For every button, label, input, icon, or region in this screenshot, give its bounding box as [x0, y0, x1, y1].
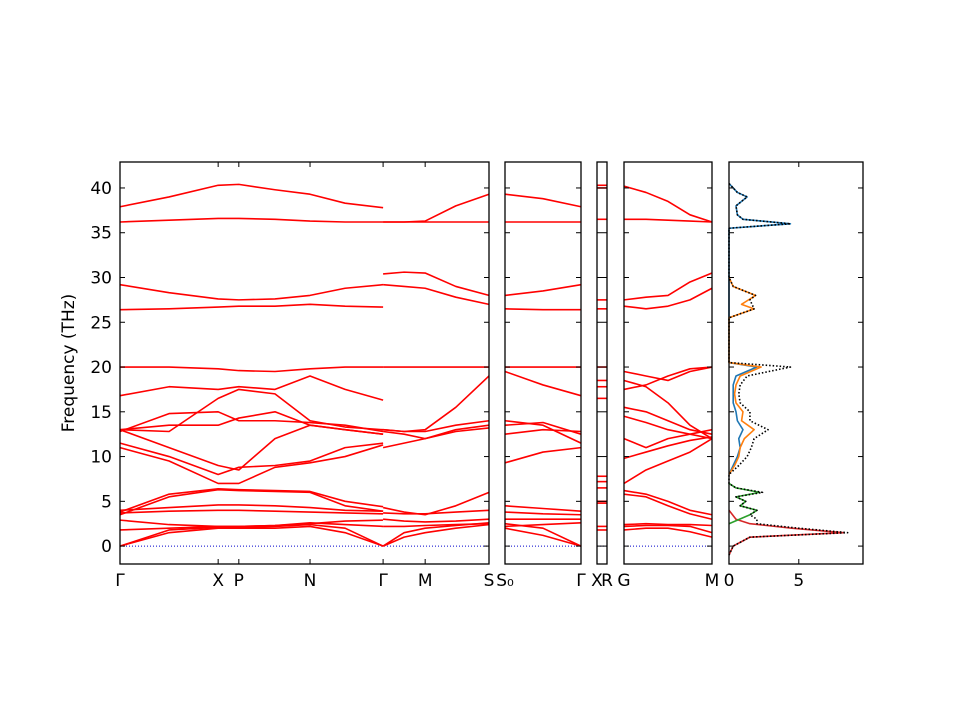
band — [383, 193, 490, 223]
x-tick-label: S₀ — [496, 571, 514, 591]
x-tick-label: S — [484, 571, 495, 591]
band — [119, 509, 384, 515]
band — [119, 388, 384, 433]
x-tick-label: X — [591, 571, 603, 591]
panel-frame — [623, 161, 713, 565]
band — [623, 415, 713, 440]
band — [623, 428, 713, 449]
band — [383, 271, 490, 297]
band — [623, 489, 713, 516]
band — [623, 366, 713, 391]
x-tick-label: 0 — [724, 571, 735, 591]
y-tick-label: 10 — [90, 448, 112, 468]
dos-curve — [728, 182, 849, 556]
band — [383, 283, 490, 306]
band — [504, 421, 582, 435]
band — [382, 424, 490, 440]
band — [504, 505, 582, 512]
x-tick-label: Γ — [576, 571, 586, 591]
band — [119, 488, 384, 516]
band — [119, 283, 384, 301]
band — [119, 444, 384, 485]
x-tick-label: G — [617, 571, 630, 591]
dos-curve — [728, 277, 762, 475]
panel-frame — [596, 161, 608, 565]
band — [623, 437, 713, 485]
x-tick-label: X — [212, 571, 224, 591]
band — [623, 272, 713, 301]
x-tick-label: M — [418, 571, 433, 591]
x-tick-label: P — [234, 571, 244, 591]
band — [623, 406, 713, 435]
band — [623, 522, 713, 527]
band — [382, 491, 490, 516]
band — [504, 446, 582, 464]
y-tick-label: 15 — [90, 403, 112, 423]
band — [119, 375, 384, 401]
band — [623, 287, 713, 310]
band — [383, 522, 490, 528]
band — [623, 527, 713, 538]
band — [119, 504, 384, 512]
band — [504, 419, 582, 444]
y-tick-label: 5 — [101, 492, 112, 512]
band — [383, 375, 490, 433]
band — [120, 366, 384, 373]
band — [623, 379, 713, 440]
band — [119, 411, 384, 433]
band — [504, 283, 582, 297]
panel-frame — [504, 161, 582, 565]
x-tick-label: R — [601, 571, 613, 591]
x-tick-label: N — [304, 571, 317, 591]
band — [119, 525, 384, 547]
x-tick-label: 5 — [793, 571, 804, 591]
band — [504, 308, 581, 311]
y-tick-label: 35 — [90, 224, 112, 244]
band — [504, 511, 582, 516]
band — [119, 487, 384, 513]
band — [623, 436, 713, 460]
band — [119, 303, 384, 311]
band — [383, 509, 490, 515]
x-tick-label: Γ — [115, 571, 125, 591]
x-tick-label: M — [705, 571, 720, 591]
y-tick-label: 40 — [90, 179, 112, 199]
x-tick-label: Γ — [378, 571, 388, 591]
band — [119, 442, 384, 476]
y-tick-label: 25 — [90, 313, 112, 333]
band — [119, 519, 384, 528]
band — [504, 522, 582, 528]
y-tick-label: 30 — [90, 268, 112, 288]
band — [504, 527, 582, 547]
band — [623, 366, 713, 382]
band — [504, 193, 582, 208]
dos-curve — [728, 182, 792, 475]
band — [624, 218, 713, 223]
panel-frame — [728, 161, 864, 565]
band — [119, 183, 384, 209]
band — [504, 370, 582, 397]
y-tick-label: 20 — [90, 358, 112, 378]
band — [119, 217, 384, 223]
band — [623, 493, 713, 521]
band — [382, 523, 490, 547]
band — [119, 523, 384, 547]
band — [623, 185, 713, 223]
panel-frame — [119, 161, 490, 565]
y-tick-label: 0 — [101, 537, 112, 557]
band — [623, 524, 713, 534]
y-axis-label: Frequency (THz) — [59, 294, 79, 433]
band — [383, 518, 490, 523]
